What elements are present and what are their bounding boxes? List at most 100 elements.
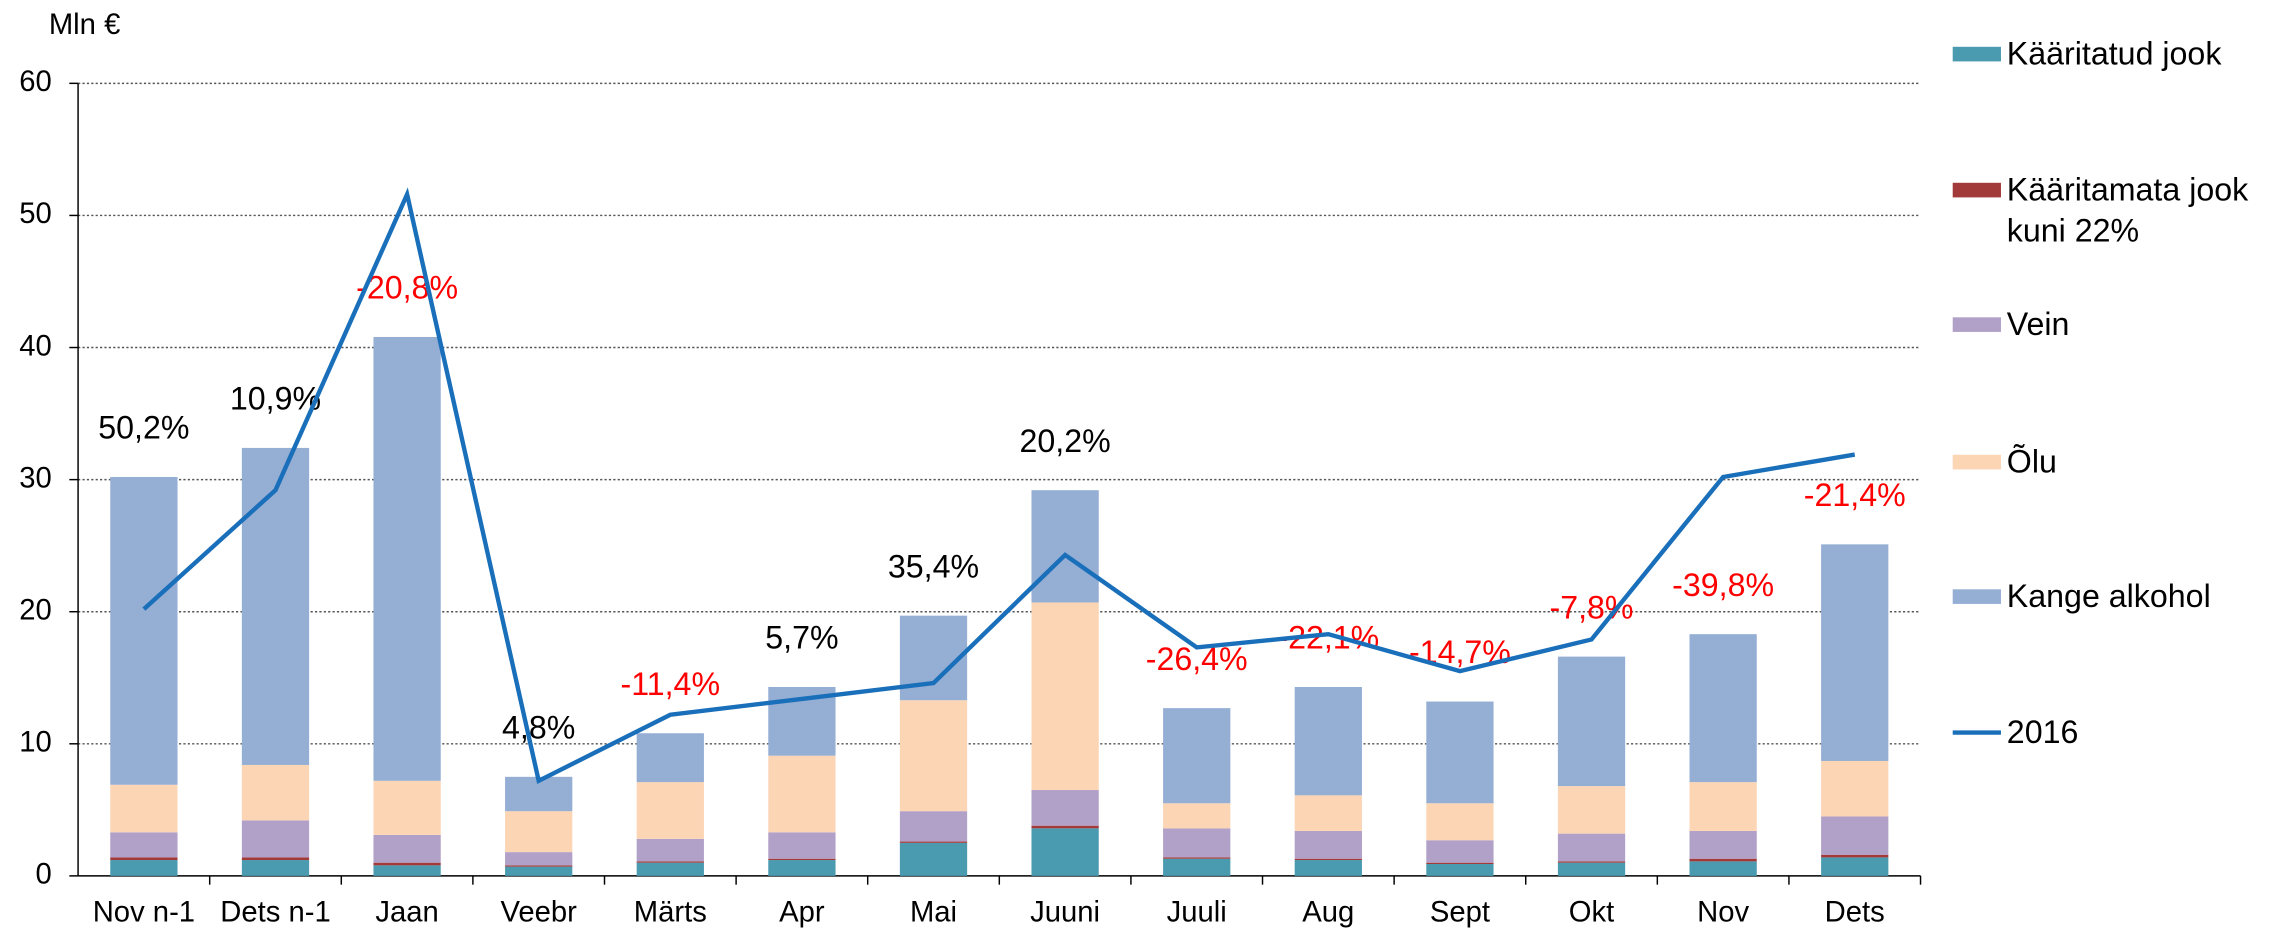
legend-marker bbox=[1952, 454, 2001, 470]
bar-segment bbox=[110, 476, 178, 785]
legend-entry: Õlu bbox=[2006, 443, 2057, 480]
bar-segment bbox=[636, 733, 704, 783]
bar-segment bbox=[1689, 858, 1757, 862]
bar-segment bbox=[768, 860, 836, 876]
bar-segment bbox=[1031, 790, 1099, 826]
bar-segment bbox=[1689, 634, 1757, 783]
x-tick-label: Dets bbox=[1825, 897, 1885, 929]
x-tick-label: Sept bbox=[1430, 897, 1490, 929]
y-tick-label: 50 bbox=[19, 198, 52, 230]
bar-segment bbox=[1426, 701, 1494, 804]
change-label: -14,7% bbox=[1409, 634, 1511, 670]
bar-segment bbox=[1031, 825, 1099, 829]
bar-segment bbox=[1426, 864, 1494, 876]
bar-segment bbox=[1557, 833, 1626, 862]
legend-label: 2016 bbox=[2006, 713, 2079, 751]
legend-marker bbox=[1952, 589, 2001, 604]
bar-segment bbox=[1163, 828, 1231, 858]
bar-segment bbox=[1163, 803, 1231, 829]
bar-segment bbox=[636, 861, 704, 863]
bar-segment bbox=[768, 858, 836, 861]
bar-segment bbox=[241, 447, 310, 765]
change-label: 20,2% bbox=[1020, 423, 1111, 459]
bar-segment bbox=[241, 860, 310, 876]
bar-segment bbox=[1163, 858, 1231, 876]
bar-segment bbox=[1557, 862, 1626, 876]
change-label: 35,4% bbox=[888, 548, 979, 584]
bar-segment bbox=[1821, 544, 1889, 761]
bar-segment bbox=[636, 782, 704, 839]
legend-entry: Kääritamata jook kuni 22% bbox=[2007, 171, 2248, 249]
y-tick-label: 60 bbox=[19, 66, 52, 98]
bar-segment bbox=[505, 811, 573, 853]
bar-segment bbox=[1689, 782, 1757, 831]
legend-marker bbox=[1952, 182, 2001, 198]
bar-segment bbox=[241, 857, 310, 861]
bar-segment bbox=[768, 832, 836, 859]
x-tick-label: Juuni bbox=[1030, 897, 1100, 929]
line-2016 bbox=[142, 187, 1856, 785]
y-tick-label: 40 bbox=[19, 330, 52, 362]
bar-segment bbox=[505, 865, 573, 867]
bar-segment bbox=[1294, 860, 1362, 876]
bar-segment bbox=[1821, 760, 1889, 817]
bar-segment bbox=[1031, 602, 1099, 791]
y-tick-label: 20 bbox=[19, 594, 52, 626]
x-tick-label: Veebr bbox=[500, 897, 577, 929]
x-tick-label: Okt bbox=[1569, 897, 1614, 929]
legend-label: Õlu bbox=[2006, 443, 2057, 480]
bar-segment bbox=[899, 700, 968, 812]
change-label: -21,4% bbox=[1804, 477, 1906, 513]
x-tick-label: Juuli bbox=[1167, 897, 1227, 929]
bar-segment bbox=[110, 784, 178, 833]
bar-segment bbox=[1294, 795, 1362, 831]
bar-segment bbox=[505, 866, 573, 876]
bar-segment bbox=[110, 860, 178, 876]
bar-segment bbox=[373, 865, 441, 876]
bar-segment bbox=[1031, 490, 1099, 603]
legend-marker bbox=[1952, 46, 2001, 62]
y-axis-label: Mln € bbox=[49, 9, 121, 41]
bar-segment bbox=[899, 811, 968, 842]
legend-label: Vein bbox=[2006, 305, 2070, 343]
bar-segment bbox=[1294, 858, 1362, 861]
change-label: -39,8% bbox=[1672, 567, 1774, 603]
change-label: -7,8% bbox=[1550, 589, 1634, 625]
bar-segment bbox=[1557, 861, 1626, 863]
bar-segment bbox=[1426, 840, 1494, 863]
x-tick-label: Mai bbox=[910, 897, 957, 929]
bar-segment bbox=[1821, 857, 1889, 876]
change-label: 4,8% bbox=[502, 710, 575, 746]
legend-entry: 2016 bbox=[2006, 713, 2079, 751]
change-label: 5,7% bbox=[765, 620, 838, 656]
legend-marker bbox=[1952, 317, 2001, 332]
bar-segment bbox=[1557, 786, 1626, 834]
bar-segment bbox=[899, 842, 968, 876]
bar-segment bbox=[241, 764, 310, 821]
bar-segment bbox=[373, 336, 441, 781]
bar-segment bbox=[1821, 816, 1889, 855]
legend-entry: Kääritatud jook bbox=[2007, 35, 2222, 72]
bar-segment bbox=[1426, 803, 1494, 841]
bar-segment bbox=[373, 834, 441, 863]
legend-entry: Vein bbox=[2006, 305, 2070, 343]
change-label: 10,9% bbox=[230, 381, 321, 417]
bar-segment bbox=[373, 780, 441, 835]
bar-segment bbox=[1689, 861, 1757, 876]
legend-label: Kange alkohol bbox=[2006, 577, 2211, 615]
bar-segment bbox=[1163, 857, 1231, 859]
y-tick-label: 0 bbox=[35, 859, 51, 891]
x-tick-label: Märts bbox=[634, 897, 707, 929]
x-tick-label: Nov n-1 bbox=[93, 897, 195, 929]
bar-segment bbox=[373, 862, 441, 866]
bar-segment bbox=[768, 755, 836, 833]
x-tick-label: Apr bbox=[779, 897, 825, 929]
bar-segment bbox=[1689, 830, 1757, 859]
y-tick-label: 10 bbox=[19, 727, 52, 759]
bar-segment bbox=[1557, 656, 1626, 787]
bar-segment bbox=[1294, 687, 1362, 796]
x-tick-label: Aug bbox=[1302, 897, 1354, 929]
x-tick-label: Jaan bbox=[375, 897, 438, 929]
bar-segment bbox=[110, 857, 178, 861]
